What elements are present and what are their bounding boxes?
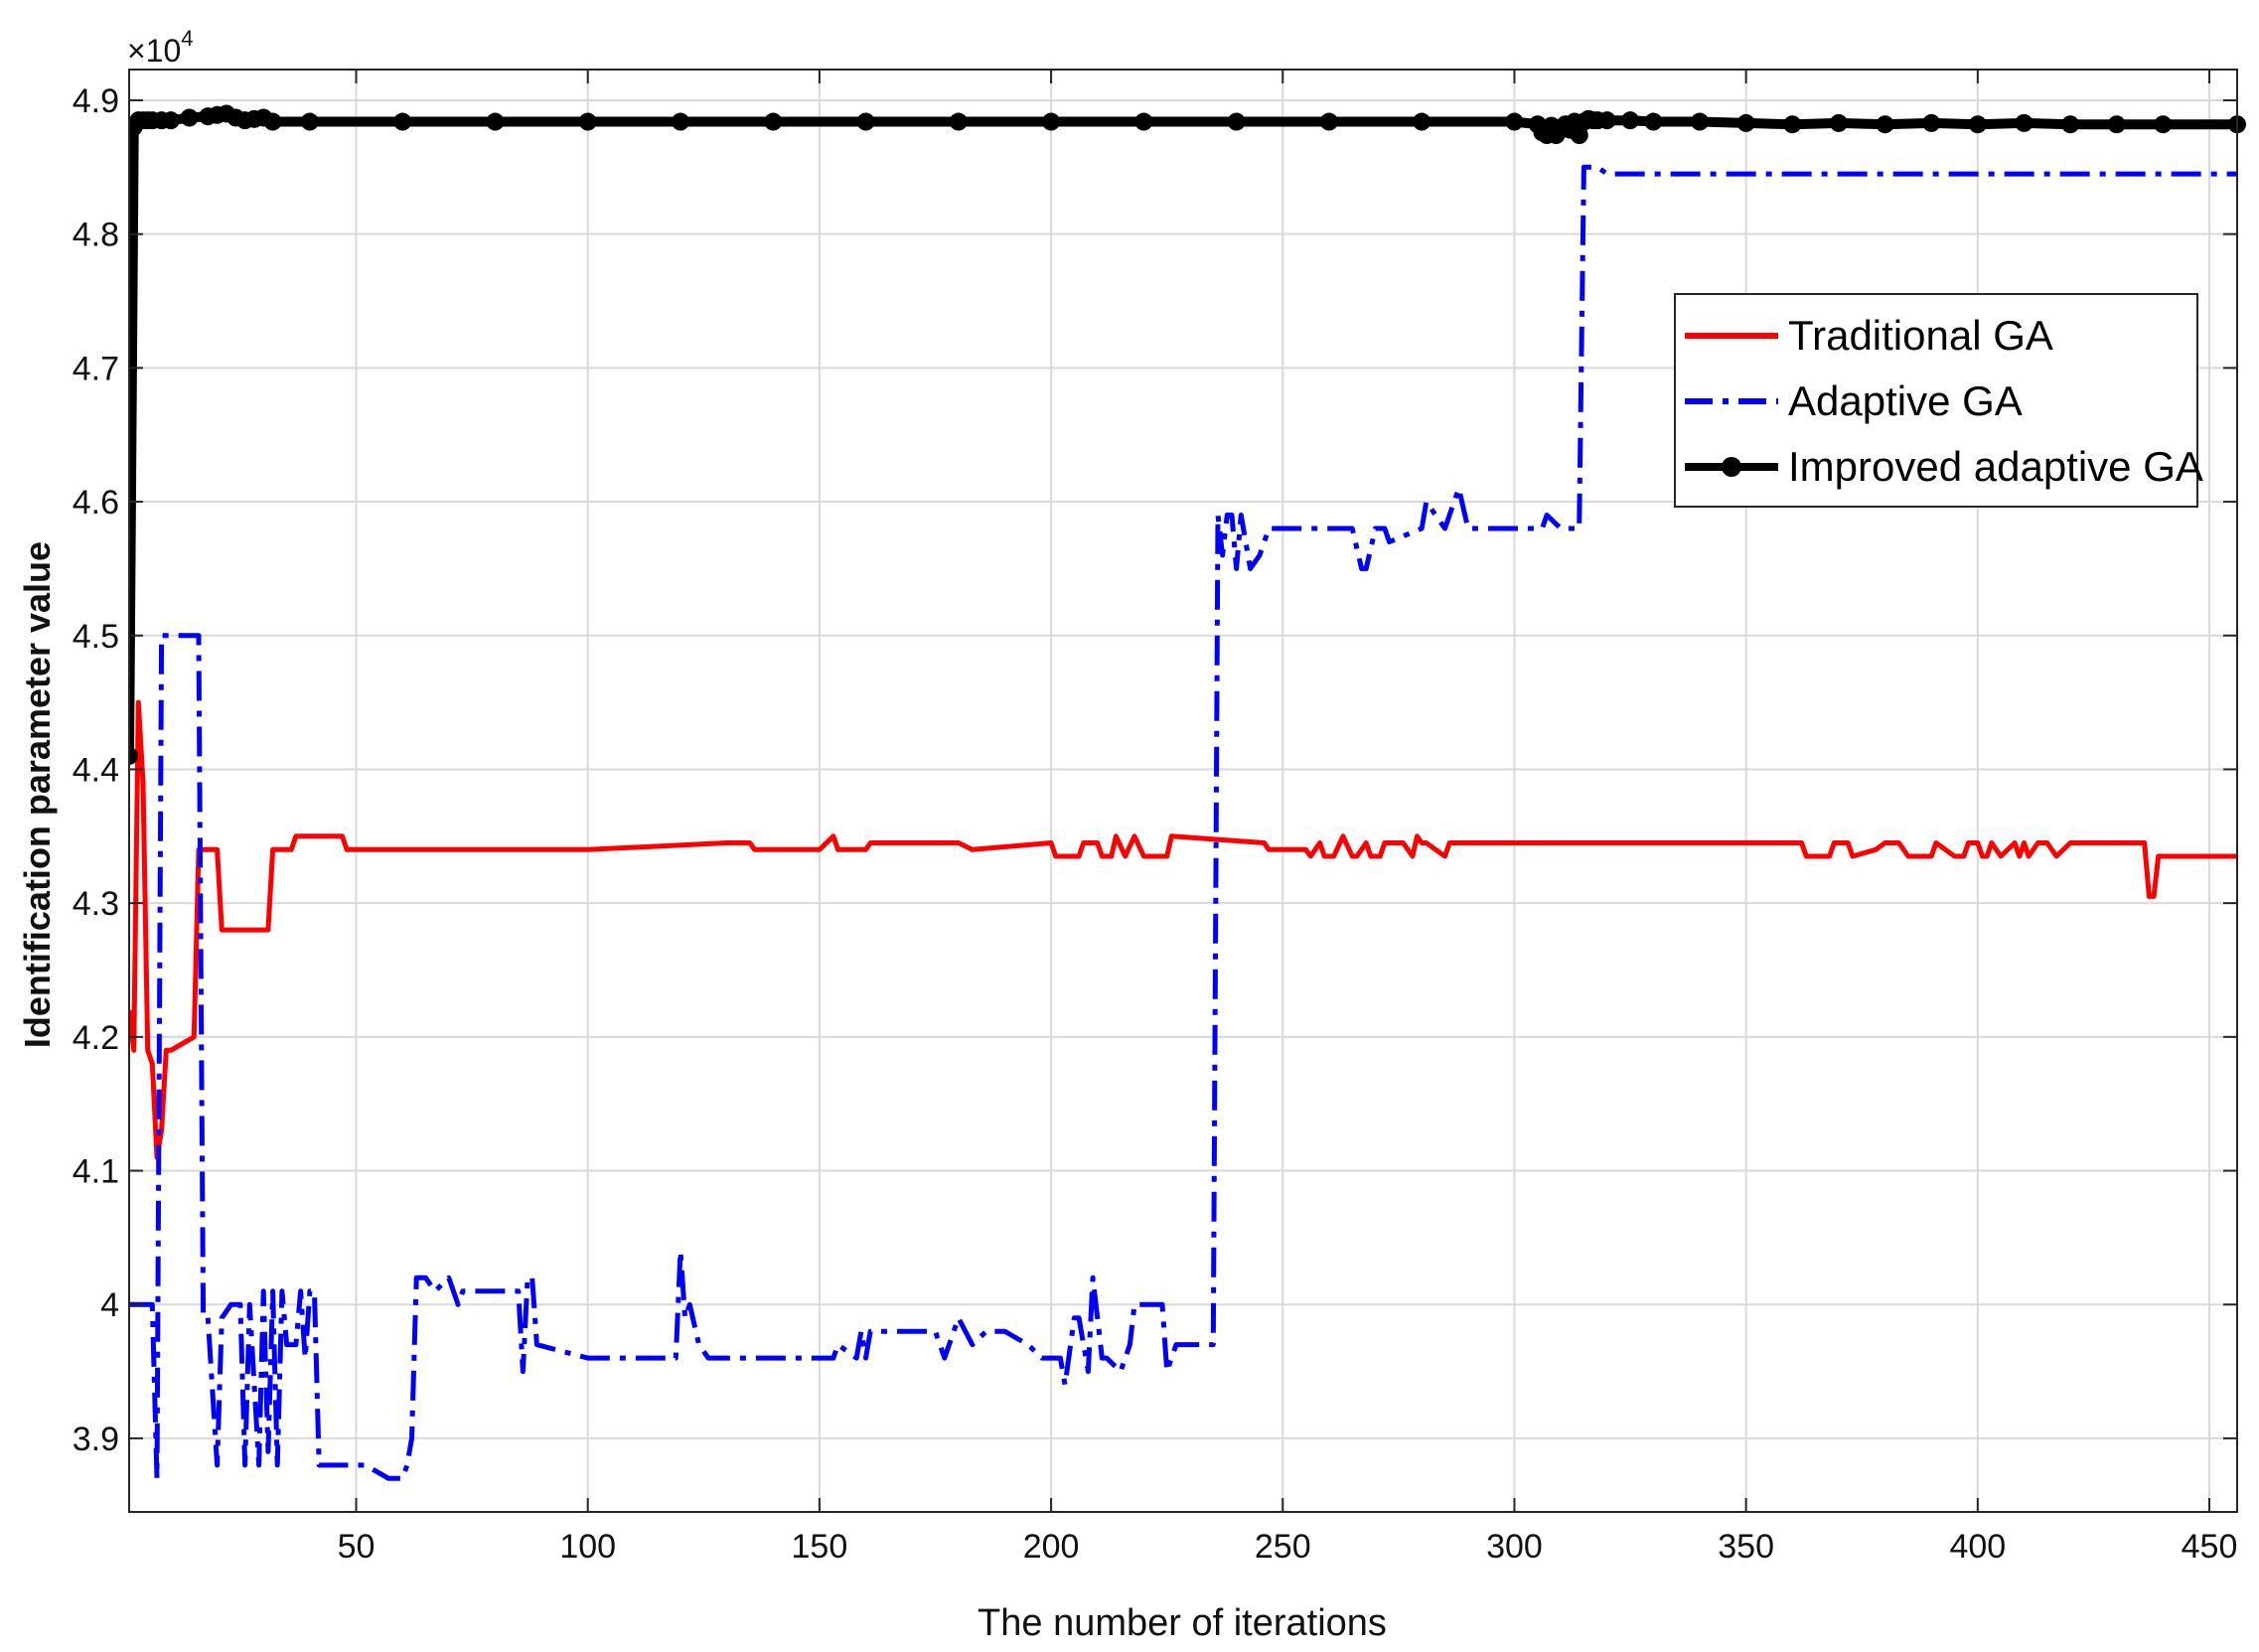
series-marker <box>2015 113 2033 132</box>
series-marker <box>1829 113 1848 132</box>
series-marker <box>1134 112 1153 131</box>
y-tick-label: 3.9 <box>73 1421 119 1458</box>
y-tick-label: 4.7 <box>73 350 119 387</box>
series-traditional-ga <box>129 699 2237 1160</box>
series-marker <box>1042 112 1061 131</box>
series-marker <box>486 112 505 131</box>
y-tick-label: 4.4 <box>73 751 119 789</box>
series-marker <box>2154 115 2173 134</box>
y-tick-label: 4.6 <box>73 484 119 522</box>
series-adaptive-ga <box>129 164 2237 1481</box>
x-tick-label: 250 <box>1255 1528 1311 1566</box>
series-marker <box>1413 112 1431 131</box>
y-axis-title: Identification parameter value <box>17 541 58 1048</box>
x-tick-label: 50 <box>338 1528 376 1566</box>
series-marker <box>300 112 319 131</box>
series-layer <box>129 104 2246 1481</box>
x-tick-label: 100 <box>559 1528 616 1566</box>
x-tick-label: 150 <box>792 1528 848 1566</box>
y-tick-label: 4.5 <box>73 618 119 656</box>
series-marker <box>578 112 597 131</box>
series-marker <box>1691 112 1710 131</box>
series-marker <box>393 112 412 131</box>
series-marker <box>856 112 875 131</box>
plot-frame <box>128 69 2238 1513</box>
series-marker <box>2107 115 2126 134</box>
series-marker <box>1783 115 1802 134</box>
series-marker <box>764 112 783 131</box>
x-tick-label: 350 <box>1718 1528 1774 1566</box>
series-marker <box>1968 115 1987 134</box>
series-marker <box>263 112 282 131</box>
tick-layer: 50 100 150 200 250 300 350 400 450 3.9 4 4.1 4.2 4.3 4… <box>73 70 2238 1566</box>
y-tick-label: 4.9 <box>73 82 119 120</box>
series-marker <box>1227 112 1246 131</box>
series-marker <box>180 108 199 127</box>
series-marker <box>161 111 180 130</box>
y-tick-label: 4 <box>100 1286 119 1324</box>
series-marker <box>2061 115 2080 134</box>
legend-label-traditional-ga: Traditional GA <box>1788 312 2053 359</box>
y-multiplier-base: ×10 <box>127 33 181 69</box>
series-marker <box>129 746 138 765</box>
x-tick-label: 200 <box>1023 1528 1080 1566</box>
series-marker <box>1319 112 1338 131</box>
x-axis-title: The number of iterations <box>978 1602 1387 1644</box>
series-marker <box>1505 112 1524 131</box>
y-tick-label: 4.3 <box>73 885 119 923</box>
x-tick-label: 450 <box>2182 1528 2238 1566</box>
y-tick-label: 4.8 <box>73 217 119 254</box>
x-tick-label: 300 <box>1486 1528 1543 1566</box>
series-marker <box>949 112 968 131</box>
y-tick-label: 4.2 <box>73 1019 119 1057</box>
series-marker <box>1922 113 1941 132</box>
legend-label-improved-adaptive-ga: Improved adaptive GA <box>1788 443 2203 490</box>
legend: Traditional GA Adaptive GA Improved adap… <box>1674 293 2203 508</box>
grid <box>129 70 2237 1512</box>
y-multiplier-exponent: 4 <box>181 26 193 51</box>
y-tick-label: 4.1 <box>73 1153 119 1191</box>
series-marker <box>671 112 689 131</box>
series-marker <box>1597 111 1616 130</box>
x-tick-label: 400 <box>1949 1528 2006 1566</box>
series-marker <box>1736 113 1755 132</box>
legend-marker-improved-adaptive-ga <box>1722 457 1741 477</box>
series-marker <box>1876 115 1894 134</box>
legend-label-adaptive-ga: Adaptive GA <box>1788 377 2023 424</box>
series-marker <box>1644 112 1663 131</box>
y-axis-multiplier: ×104 <box>127 26 194 69</box>
series-marker <box>1621 111 1640 130</box>
